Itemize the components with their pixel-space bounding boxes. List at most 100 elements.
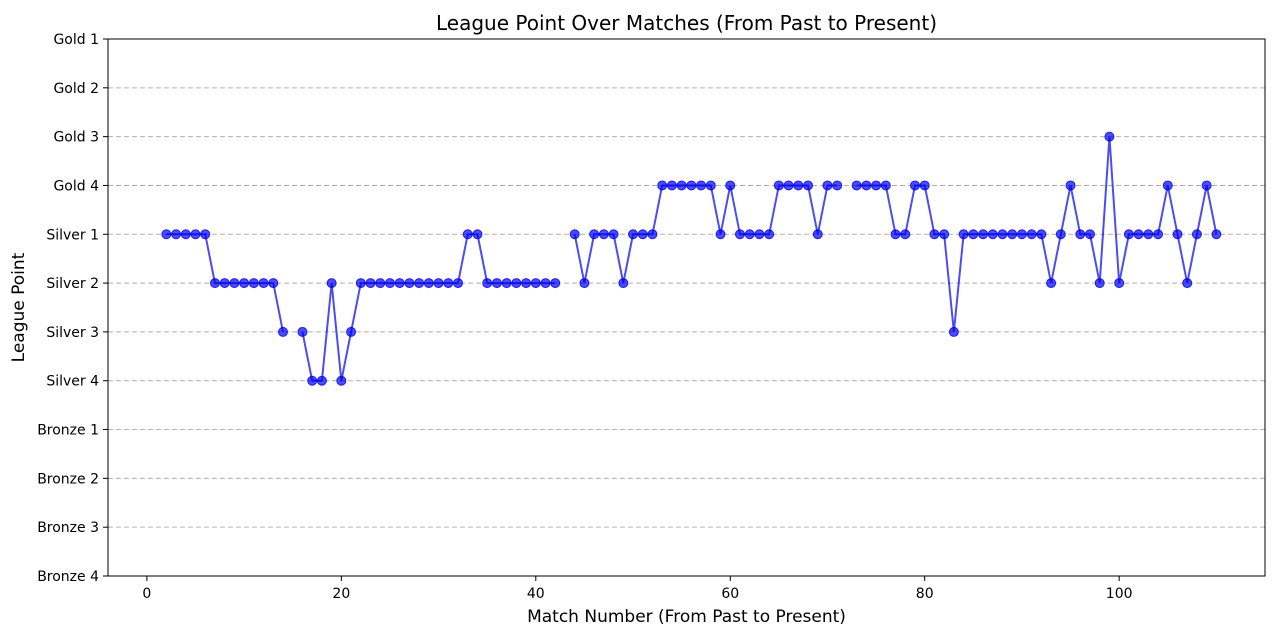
data-point — [1075, 229, 1086, 240]
data-point — [812, 229, 823, 240]
data-point — [929, 229, 940, 240]
data-point — [1065, 180, 1076, 191]
data-point — [598, 229, 609, 240]
series-line — [301, 233, 556, 382]
plot-frame — [107, 38, 1266, 577]
data-point — [1153, 229, 1164, 240]
data-point — [491, 278, 502, 289]
data-point — [628, 229, 639, 240]
data-point — [239, 278, 250, 289]
data-point — [1201, 180, 1212, 191]
data-point — [1114, 278, 1125, 289]
y-tick-label: Gold 3 — [53, 130, 99, 146]
data-point — [608, 229, 619, 240]
y-tick-label: Silver 4 — [46, 374, 99, 390]
y-axis-title: League Point — [9, 252, 29, 362]
data-point — [462, 229, 473, 240]
data-point — [1084, 229, 1095, 240]
data-point — [307, 375, 318, 386]
data-point — [1036, 229, 1047, 240]
y-tick-label: Gold 2 — [53, 81, 99, 97]
data-point — [618, 278, 629, 289]
y-tick-label: Bronze 3 — [37, 520, 99, 536]
data-point — [666, 180, 677, 191]
data-point — [1026, 229, 1037, 240]
data-point — [657, 180, 668, 191]
y-tick-label: Silver 3 — [46, 325, 99, 341]
data-point — [1007, 229, 1018, 240]
data-point — [705, 180, 716, 191]
data-point — [540, 278, 551, 289]
data-point — [1172, 229, 1183, 240]
data-point — [725, 180, 736, 191]
data-point — [414, 278, 425, 289]
data-point — [433, 278, 444, 289]
data-point — [997, 229, 1008, 240]
data-point — [550, 278, 561, 289]
data-point — [171, 229, 182, 240]
chart-title: League Point Over Matches (From Past to … — [436, 11, 937, 35]
data-point — [579, 278, 590, 289]
data-point — [248, 278, 259, 289]
data-point — [871, 180, 882, 191]
data-point — [482, 278, 493, 289]
data-point — [744, 229, 755, 240]
data-point — [521, 278, 532, 289]
data-point — [1191, 229, 1202, 240]
y-tick-label: Silver 1 — [46, 227, 99, 243]
data-point — [589, 229, 600, 240]
y-tick-label: Bronze 1 — [37, 423, 99, 439]
data-point — [297, 326, 308, 337]
x-axis-title: Match Number (From Past to Present) — [527, 607, 846, 627]
data-point — [861, 180, 872, 191]
data-point — [939, 229, 950, 240]
data-point — [501, 278, 512, 289]
data-point — [1211, 229, 1222, 240]
data-point — [734, 229, 745, 240]
data-point — [453, 278, 464, 289]
data-point — [696, 180, 707, 191]
data-point — [219, 278, 230, 289]
data-point — [900, 229, 911, 240]
y-tick-label: Gold 1 — [53, 32, 99, 48]
data-point — [987, 229, 998, 240]
data-point — [1104, 131, 1115, 142]
x-tick-label: 20 — [332, 586, 350, 602]
data-point — [676, 180, 687, 191]
data-point — [384, 278, 395, 289]
x-axis-ticks: 0 20 40 60 80 100 — [142, 576, 1133, 602]
data-point — [1016, 229, 1027, 240]
y-tick-label: Bronze 2 — [37, 471, 99, 487]
data-point — [686, 180, 697, 191]
data-point — [919, 180, 930, 191]
data-point — [1055, 229, 1066, 240]
data-point — [443, 278, 454, 289]
data-point — [336, 375, 347, 386]
x-tick-label: 100 — [1106, 586, 1133, 602]
data-point — [1182, 278, 1193, 289]
data-point — [1046, 278, 1057, 289]
data-point — [803, 180, 814, 191]
data-point — [394, 278, 405, 289]
data-point — [773, 180, 784, 191]
data-point — [715, 229, 726, 240]
data-point — [948, 326, 959, 337]
data-point — [375, 278, 386, 289]
data-point — [268, 278, 279, 289]
data-point — [569, 229, 580, 240]
data-point — [209, 278, 220, 289]
grid-lines — [108, 87, 1265, 528]
data-point — [647, 229, 658, 240]
x-tick-label: 60 — [721, 586, 739, 602]
data-point — [180, 229, 191, 240]
data-point — [200, 229, 211, 240]
data-point — [754, 229, 765, 240]
data-point — [764, 229, 775, 240]
x-tick-label: 40 — [527, 586, 545, 602]
y-tick-label: Gold 4 — [53, 178, 99, 194]
data-point — [958, 229, 969, 240]
data-point — [1094, 278, 1105, 289]
data-point — [278, 326, 289, 337]
